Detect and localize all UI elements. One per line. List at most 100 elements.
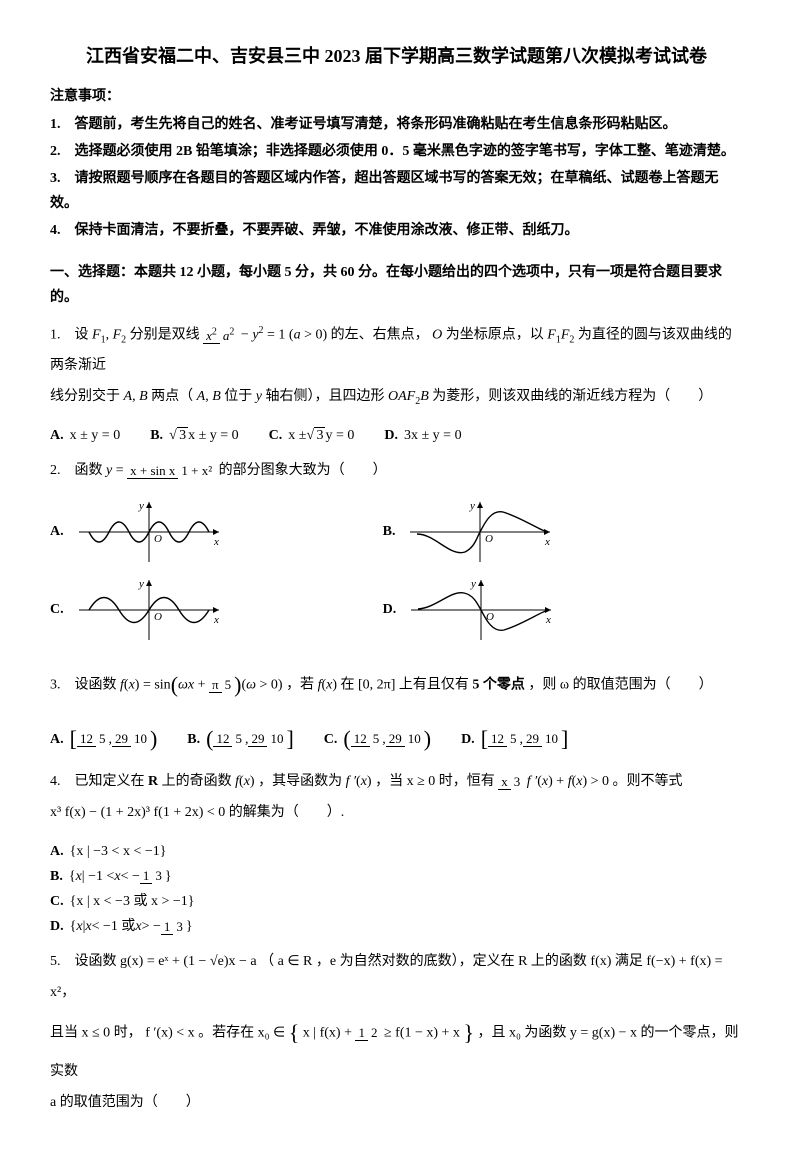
- q2-text-b: 的部分图象大致为（ ）: [219, 463, 387, 478]
- svg-text:O: O: [154, 533, 162, 545]
- q3c-r: ): [424, 719, 431, 759]
- q3a-l: [: [70, 719, 77, 759]
- q5-l2b: 时，: [114, 1025, 142, 1040]
- q4-cond: x ≥ 0: [407, 774, 436, 789]
- q3a-n2: 29: [112, 731, 131, 747]
- q3-options: A. [ 125, 2910 ) B. ( 125, 2910 ] C. ( 1…: [50, 719, 743, 759]
- q3b-l: (: [206, 719, 213, 759]
- svg-text:x: x: [545, 614, 551, 626]
- exam-title: 江西省安福二中、吉安县三中 2023 届下学期高三数学试题第八次模拟考试试卷: [50, 40, 743, 72]
- q4-d: ，其导函数为: [258, 774, 346, 789]
- svg-text:y: y: [138, 578, 144, 590]
- q5-l2a: 且当: [50, 1025, 82, 1040]
- q5-sfd: 2: [368, 1025, 381, 1040]
- graph-d-icon: O x y: [406, 575, 556, 645]
- question-1: 1. 设 F1, F2 分别是双线 x2a2 − y2 = 1 (a > 0) …: [50, 320, 743, 413]
- q1-text: 1. 设: [50, 328, 92, 343]
- q1-option-c: C.x ± 3y = 0: [269, 423, 355, 448]
- q1-l2b: 两点（: [151, 389, 193, 404]
- q1-mid3: 为坐标原点，以: [446, 328, 548, 343]
- q2-option-b: B. O x y: [383, 497, 716, 567]
- q3c-d2: 10: [405, 731, 424, 746]
- q4-c-text: {x | x < −3 或 x > −1}: [70, 889, 195, 914]
- q4-c: 上的奇函数: [162, 774, 236, 789]
- q3b-n1: 12: [213, 731, 232, 747]
- q5-l3: a 的取值范围为（ ）: [50, 1095, 200, 1110]
- q1-d-text: 3x ± y = 0: [404, 423, 462, 448]
- graph-c-icon: O x y: [74, 575, 224, 645]
- q5-set-inner-a: x | f(x) +: [303, 1025, 356, 1040]
- graph-a-icon: O x y: [74, 497, 224, 567]
- q3d-n1: 12: [488, 731, 507, 747]
- q4-g: 。则不等式: [613, 774, 683, 789]
- svg-text:y: y: [470, 578, 476, 590]
- svg-text:y: y: [469, 500, 475, 512]
- q3c-l: (: [343, 719, 350, 759]
- q5-sfn: 1: [355, 1025, 368, 1041]
- question-3: 3. 设函数 f(x) = sin(ωx + π5)(ω > 0) ，若 f(x…: [50, 661, 743, 709]
- notice-4: 4. 保持卡面清洁，不要折叠，不要弄破、弄皱，不准使用涂改液、修正带、刮纸刀。: [50, 218, 743, 243]
- q3-b: ，若: [286, 677, 318, 692]
- svg-text:x: x: [213, 614, 219, 626]
- q5-b: （: [260, 954, 274, 969]
- q3c-n2: 29: [386, 731, 405, 747]
- q3a-n1: 12: [77, 731, 96, 747]
- q1-l2e: 为菱形，则该双曲线的渐近线方程为（ ）: [432, 389, 712, 404]
- q5-a: 5. 设函数: [50, 954, 120, 969]
- q3d-d1: 5: [507, 731, 520, 746]
- q3-a: 3. 设函数: [50, 677, 120, 692]
- q5-set-inner-b: ≥ f(1 − x) + x: [384, 1025, 460, 1040]
- q3-option-c: C. ( 125, 2910 ): [324, 719, 431, 759]
- svg-text:O: O: [154, 611, 162, 623]
- section-1-title: 一、选择题：本题共 12 小题，每小题 5 分，共 60 分。在每小题给出的四个…: [50, 260, 743, 310]
- q3b-d2: 10: [267, 731, 286, 746]
- q1-c-post: y = 0: [325, 423, 354, 448]
- svg-text:O: O: [485, 533, 493, 545]
- q3c-d1: 5: [370, 731, 383, 746]
- q3a-d2: 10: [131, 731, 150, 746]
- q2-text-a: 2. 函数: [50, 463, 106, 478]
- question-2: 2. 函数 y = x + sin x1 + x² 的部分图象大致为（ ）: [50, 456, 743, 487]
- q5-l2cond: x ≤ 0: [82, 1025, 111, 1040]
- q3c-n1: 12: [351, 731, 370, 747]
- q3-c: 在: [341, 677, 359, 692]
- q3d-r: ]: [561, 719, 568, 759]
- q1-mid1: 分别是双线: [130, 328, 204, 343]
- q3-option-d: D. [ 125, 2910 ]: [461, 719, 568, 759]
- q2-frac-den: 1 + x²: [178, 463, 215, 478]
- q4-a-text: {x | −3 < x < −1}: [70, 839, 167, 864]
- notice-2: 2. 选择题必须使用 2B 铅笔填涂；非选择题必须使用 0．5 毫米黑色字迹的签…: [50, 139, 743, 164]
- q2-graph-options: A. O x y B. O x y C. O x y: [50, 497, 743, 653]
- q1-option-d: D.3x ± y = 0: [384, 423, 461, 448]
- q1-options: A.x ± y = 0 B.3x ± y = 0 C.x ± 3y = 0 D.…: [50, 423, 743, 448]
- q3b-n2: 29: [248, 731, 267, 747]
- q3-d: 上有且仅有: [399, 677, 473, 692]
- notice-heading: 注意事项：: [50, 84, 743, 109]
- q4-option-d: D.{x | x < −1 或 x > −13}: [50, 914, 383, 939]
- q4-f: 时，恒有: [439, 774, 499, 789]
- q4-option-c: C.{x | x < −3 或 x > −1}: [50, 889, 383, 914]
- q4-fd: 3: [511, 774, 524, 789]
- q4-fn: x: [498, 774, 511, 790]
- q1-l2a: 线分别交于: [50, 389, 124, 404]
- q4-R: R: [148, 774, 158, 789]
- q3-option-b: B. ( 125, 2910 ]: [187, 719, 294, 759]
- q3b-d1: 5: [232, 731, 245, 746]
- q2-frac-num: x + sin x: [127, 463, 178, 479]
- q3-interval: [0, 2π]: [358, 677, 395, 692]
- question-4: 4. 已知定义在 R 上的奇函数 f(x) ，其导函数为 f ′(x) ，当 x…: [50, 767, 743, 829]
- q3a-r: ): [150, 719, 157, 759]
- q5-l2c: f ′(x) < x: [145, 1025, 194, 1040]
- q5-set-a: x₀ ∈: [258, 1025, 286, 1040]
- q4-option-b: B.{x | −1 < x < −13}: [50, 864, 383, 889]
- q3d-d2: 10: [542, 731, 561, 746]
- q1-b-text: x ± y = 0: [188, 423, 239, 448]
- graph-b-icon: O x y: [405, 497, 555, 567]
- svg-text:y: y: [138, 500, 144, 512]
- q3-5zeros: 5 个零点: [472, 677, 525, 692]
- q3d-n2: 29: [523, 731, 542, 747]
- q1-option-b: B.3x ± y = 0: [150, 423, 238, 448]
- q5-l2d: 。若存在: [198, 1025, 258, 1040]
- q4-a: 4. 已知定义在: [50, 774, 148, 789]
- q3b-r: ]: [286, 719, 293, 759]
